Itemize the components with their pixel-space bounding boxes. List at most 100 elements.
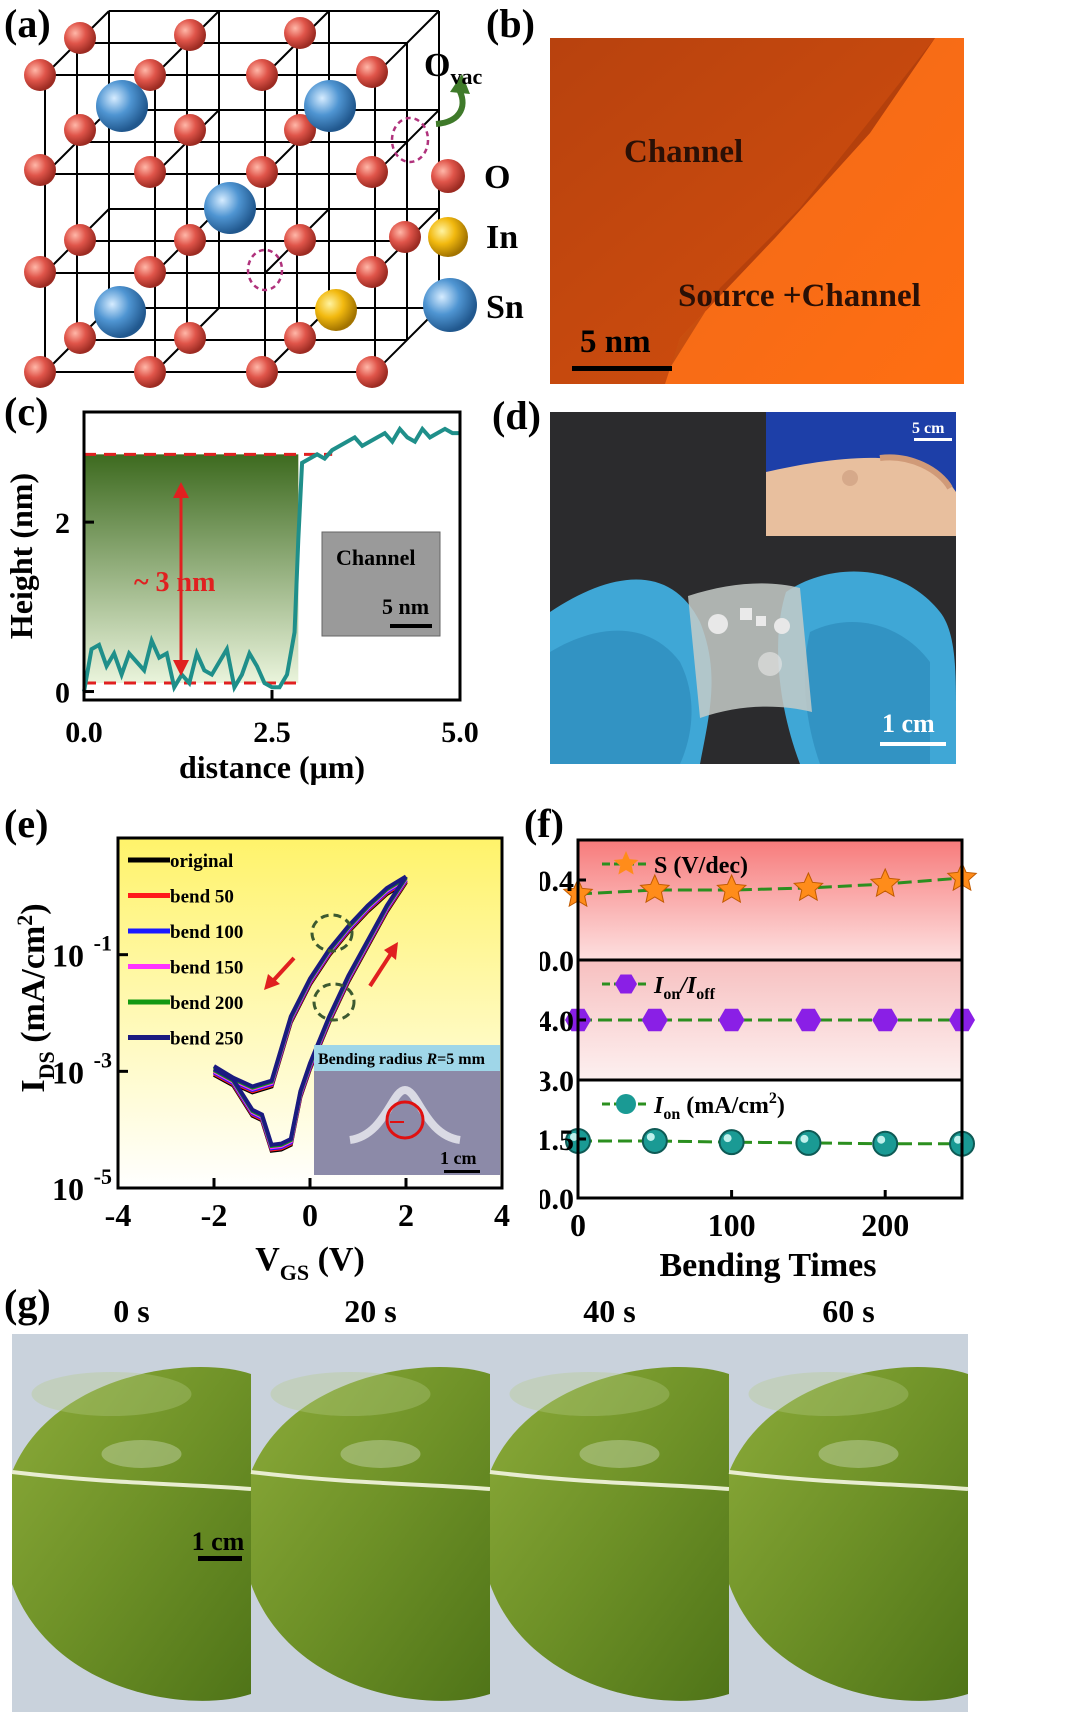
bending-inset-title-bg xyxy=(314,1045,500,1071)
y-tick-label: 4.0 xyxy=(540,1005,574,1038)
panel-e-letter: (e) xyxy=(4,801,49,846)
legend-sphere-icon xyxy=(616,1094,636,1114)
oxygen-vacancy-marker xyxy=(390,116,430,164)
sweep-arrow-up xyxy=(368,950,394,988)
lattice-atoms xyxy=(24,17,421,388)
x-tick-label: -4 xyxy=(105,1197,132,1233)
panel-f-letter: (f) xyxy=(524,801,564,846)
leaf-shape xyxy=(490,1367,729,1701)
transfer-curve-chart: original bend 50 bend 100 bend 150 bend 200 b… xyxy=(12,836,510,1285)
channel-label: Channel xyxy=(624,134,743,170)
y-tick-label: 3.0 xyxy=(540,1065,574,1098)
panel-b-afm-image: Channel Source +Channel 5 nm xyxy=(550,38,964,384)
leaf-midrib xyxy=(728,1470,969,1491)
bent-film-icon xyxy=(349,1085,461,1144)
oxygen-vacancy-marker xyxy=(246,248,284,292)
legend-o-sphere-icon xyxy=(431,159,465,193)
scale-bar xyxy=(572,366,672,371)
scale-bar xyxy=(198,1556,242,1561)
legend-entry: bend 150 xyxy=(170,958,243,979)
leaf-midrib xyxy=(250,1470,491,1491)
hexagon-marker xyxy=(718,1008,745,1032)
y-tick-exponent: -1 xyxy=(94,931,112,956)
panel-g-leaf-sequence: 0 s 20 s 40 s 60 s 1 cm xyxy=(11,1293,969,1712)
sphere-marker xyxy=(795,1129,822,1156)
sem-inset-scale-bar xyxy=(390,624,432,628)
x-axis-label: Bending Times xyxy=(660,1247,877,1284)
hand-inset-scale-label: 5 cm xyxy=(912,420,945,437)
bending-inset-scale-bar xyxy=(444,1170,480,1173)
hexagon-marker xyxy=(872,1008,899,1032)
height-profile-line xyxy=(82,425,460,693)
y-tick-exponent: -3 xyxy=(94,1047,112,1072)
subplot-frame xyxy=(576,1078,964,1200)
x-tick-label: 5.0 xyxy=(441,716,479,749)
x-tick-label: 0 xyxy=(302,1197,318,1233)
x-tick-label: 0 xyxy=(570,1207,586,1243)
sweep-arrow-down-head-icon xyxy=(264,974,280,990)
legend-star-icon xyxy=(613,851,639,875)
leaf-shape xyxy=(729,1367,968,1701)
x-tick-label: -2 xyxy=(201,1197,228,1233)
x-tick-label: 200 xyxy=(861,1207,909,1243)
sem-inset-label: Channel xyxy=(336,545,415,570)
scale-bar-label: 5 nm xyxy=(580,324,651,360)
bending-inset-scale-label: 1 cm xyxy=(440,1148,476,1168)
hexagon-marker xyxy=(641,1008,668,1032)
y-tick-label: 10 xyxy=(52,1054,84,1090)
height-annotation: ~ 3 nm xyxy=(134,567,215,598)
panel-a-letter: (a) xyxy=(4,1,51,46)
x-axis-label: distance (μm) xyxy=(179,749,365,785)
device-film xyxy=(101,1440,182,1468)
legend-entry: original xyxy=(170,851,233,872)
panel-c-letter: (c) xyxy=(4,389,49,434)
scale-bar xyxy=(880,742,946,746)
legend-entry: bend 100 xyxy=(170,922,243,943)
scale-bar-label: 1 cm xyxy=(192,1527,245,1556)
leaf-shape xyxy=(251,1367,490,1701)
panel-a-crystal: Ovac O In Sn xyxy=(24,10,524,388)
legend-sn-sphere-icon xyxy=(423,278,477,332)
y-tick-label: 0 xyxy=(55,677,70,710)
time-frame-label: 20 s xyxy=(344,1293,396,1329)
legend-entry: bend 50 xyxy=(170,887,234,908)
vacancy-arrow-head-icon xyxy=(450,74,470,94)
forward-sweep-line xyxy=(213,875,408,1148)
device-film xyxy=(818,1440,899,1468)
leaf-midrib xyxy=(11,1470,252,1491)
panel-g-letter: (g) xyxy=(4,1281,51,1326)
vacancy-label: Ovac xyxy=(424,47,482,89)
x-tick-label: 0.0 xyxy=(65,716,103,749)
reverse-sweep-line xyxy=(212,874,408,1089)
y-axis-label: Height (nm) xyxy=(3,473,39,639)
panel-d-letter: (d) xyxy=(492,393,541,438)
sem-inset-scale-label: 5 nm xyxy=(382,594,429,619)
transfer-curves xyxy=(212,874,408,1153)
star-marker xyxy=(869,867,901,898)
y-axis-label: IDS (mA/cm2) xyxy=(12,903,59,1092)
hand-inset-scale-bar xyxy=(914,438,952,441)
sphere-highlight xyxy=(723,1134,732,1143)
sphere-marker xyxy=(641,1127,668,1154)
hysteresis-marker xyxy=(310,913,354,953)
y-tick-label: 2 xyxy=(55,507,70,540)
sphere-marker xyxy=(718,1129,745,1156)
bending-radius-circle xyxy=(385,1100,425,1140)
time-frame-label: 0 s xyxy=(113,1293,149,1329)
hexagon-marker xyxy=(795,1008,822,1032)
sphere-marker xyxy=(872,1130,899,1157)
y-tick-exponent: -5 xyxy=(94,1164,112,1189)
series-line xyxy=(577,876,963,896)
height-arrow-up-icon xyxy=(173,482,189,498)
panel-d-device-photo: 5 cm 1 cm xyxy=(550,412,956,764)
legend-label: S (V/dec) xyxy=(654,853,748,879)
time-frame-label: 40 s xyxy=(583,1293,635,1329)
sem-inset xyxy=(321,531,441,637)
legend-o-label: O xyxy=(484,159,510,196)
x-tick-label: 100 xyxy=(708,1207,756,1243)
legend-entry: bend 250 xyxy=(170,1029,243,1050)
legend-in-sphere-icon xyxy=(428,217,468,257)
device-film xyxy=(340,1440,421,1468)
star-marker xyxy=(639,873,671,904)
panel-b-letter: (b) xyxy=(486,1,535,46)
